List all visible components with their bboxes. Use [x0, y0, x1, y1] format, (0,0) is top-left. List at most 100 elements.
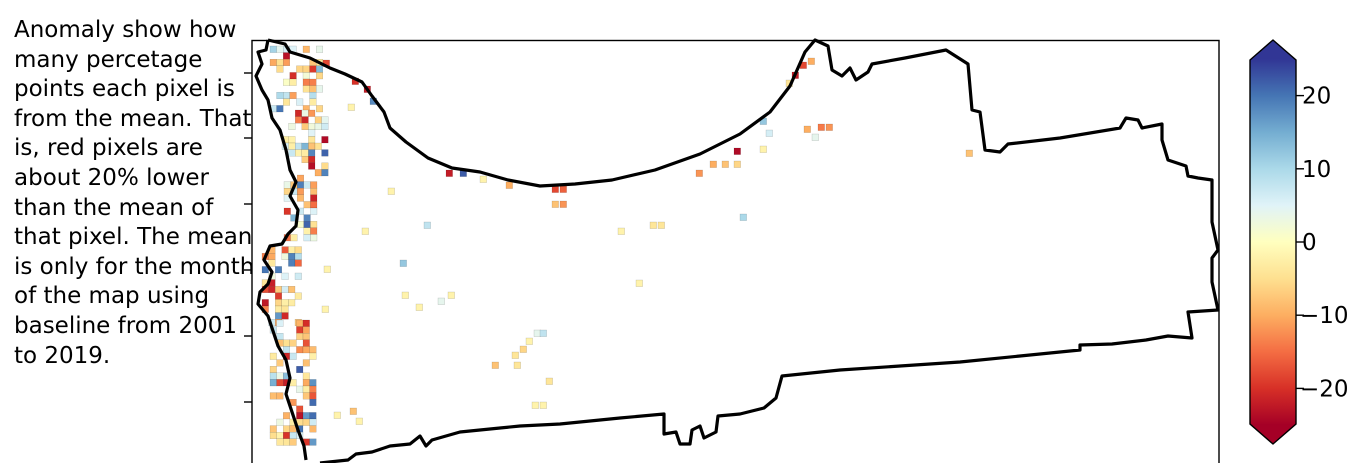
anomaly-pixel — [296, 385, 304, 393]
anomaly-pixel — [297, 194, 305, 202]
anomaly-pixel — [310, 187, 318, 195]
anomaly-pixel — [269, 392, 277, 400]
anomaly-pixel — [269, 432, 277, 440]
colorbar-tick-label: −20 — [1300, 376, 1349, 402]
anomaly-pixel — [525, 337, 533, 345]
colorbar-tick-label: 20 — [1302, 84, 1331, 110]
anomaly-pixel — [355, 417, 363, 425]
anomaly-pixel — [310, 227, 318, 235]
anomaly-pixel — [302, 65, 310, 73]
anomaly-pixel — [301, 142, 309, 150]
anomaly-pixel — [513, 361, 521, 369]
anomaly-pixel — [276, 372, 284, 380]
anomaly-pixel — [302, 85, 310, 93]
anomaly-pixel — [294, 252, 302, 260]
anomaly-pixel — [294, 246, 302, 254]
anomaly-pixel — [302, 412, 310, 420]
anomaly-pixel — [295, 116, 303, 124]
anomaly-pixel — [310, 201, 318, 209]
anomaly-pixel — [288, 259, 296, 267]
anomaly-pixel — [739, 213, 747, 221]
anomaly-pixel — [281, 312, 289, 320]
anomaly-pixel — [825, 123, 833, 131]
anomaly-pixel — [302, 45, 310, 53]
anomaly-pixel — [505, 181, 513, 189]
anomaly-pixel — [283, 98, 291, 106]
anomaly-pixel — [321, 305, 329, 313]
anomaly-pixel — [308, 155, 316, 163]
anomaly-pixel — [294, 292, 302, 300]
anomaly-pixel — [309, 412, 317, 420]
anomaly-pixel — [309, 65, 317, 73]
anomaly-pixel — [295, 142, 303, 150]
anomaly-pixel — [283, 432, 291, 440]
anomaly-pixel — [387, 187, 395, 195]
anomaly-pixel — [283, 59, 291, 67]
anomaly-pixel — [283, 181, 291, 189]
anomaly-pixel — [275, 299, 283, 307]
axes-frame — [251, 39, 1220, 463]
anomaly-pixel — [811, 133, 819, 141]
anomaly-pixel — [276, 319, 284, 327]
anomaly-pixel — [309, 98, 317, 106]
anomaly-pixel — [283, 425, 291, 433]
anomaly-pixel — [275, 286, 283, 294]
anomaly-pixel — [302, 385, 310, 393]
anomaly-pixel — [657, 221, 665, 229]
anomaly-pixel — [316, 105, 324, 113]
anomaly-pixel — [321, 136, 329, 144]
anomaly-pixel — [310, 207, 318, 215]
anomaly-pixel — [296, 405, 304, 413]
anomaly-pixel — [296, 412, 304, 420]
anomaly-pixel — [965, 149, 973, 157]
annotation-text: Anomaly show how many percetage points e… — [14, 17, 255, 369]
anomaly-pixel — [301, 122, 309, 130]
anomaly-pixel — [283, 339, 291, 347]
anomaly-pixel — [733, 160, 741, 168]
anomaly-pixel — [309, 379, 317, 387]
anomaly-pixel — [316, 45, 324, 53]
anomaly-pixel — [308, 122, 316, 130]
anomaly-pixel — [309, 346, 317, 354]
anomaly-pixel — [269, 372, 277, 380]
anomaly-pixel — [288, 286, 296, 294]
anomaly-pixel — [303, 181, 311, 189]
anomaly-pixel — [289, 432, 297, 440]
anomaly-pixel — [276, 91, 284, 99]
anomaly-pixel — [321, 149, 329, 157]
anomaly-pixel — [297, 174, 305, 182]
anomaly-pixel — [295, 109, 303, 117]
anomaly-pixel — [283, 207, 291, 215]
anomaly-pixel — [415, 303, 423, 311]
anomaly-pixel — [281, 286, 289, 294]
anomaly-pixels — [261, 45, 973, 446]
anomaly-pixel — [283, 346, 291, 354]
anomaly-pixel — [276, 65, 284, 73]
anomaly-pixel — [695, 169, 703, 177]
anomaly-pixel — [308, 129, 316, 137]
anomaly-pixel — [545, 377, 553, 385]
anomaly-pixel — [290, 234, 298, 242]
anomaly-pixel — [275, 292, 283, 300]
anomaly-pixel — [531, 401, 539, 409]
anomaly-pixel — [323, 265, 331, 273]
anomaly-pixel — [709, 160, 717, 168]
anomaly-pixel — [302, 346, 310, 354]
anomaly-pixel — [302, 359, 310, 367]
anomaly-pixel — [559, 200, 567, 208]
anomaly-pixel — [276, 105, 284, 113]
anomaly-pixel — [309, 78, 317, 86]
anomaly-pixel — [297, 181, 305, 189]
anomaly-pixel — [301, 109, 309, 117]
anomaly-pixel — [321, 162, 329, 170]
anomaly-pixel — [283, 52, 291, 60]
anomaly-pixel — [303, 220, 311, 228]
anomaly-pixel — [321, 169, 329, 177]
anomaly-pixel — [281, 272, 289, 280]
anomaly-pixel — [721, 160, 729, 168]
anomaly-pixel — [301, 116, 309, 124]
anomaly-pixel — [301, 155, 309, 163]
anomaly-pixel — [276, 379, 284, 387]
colorbar-tick-label: 0 — [1302, 230, 1317, 256]
anomaly-pixel — [276, 59, 284, 67]
